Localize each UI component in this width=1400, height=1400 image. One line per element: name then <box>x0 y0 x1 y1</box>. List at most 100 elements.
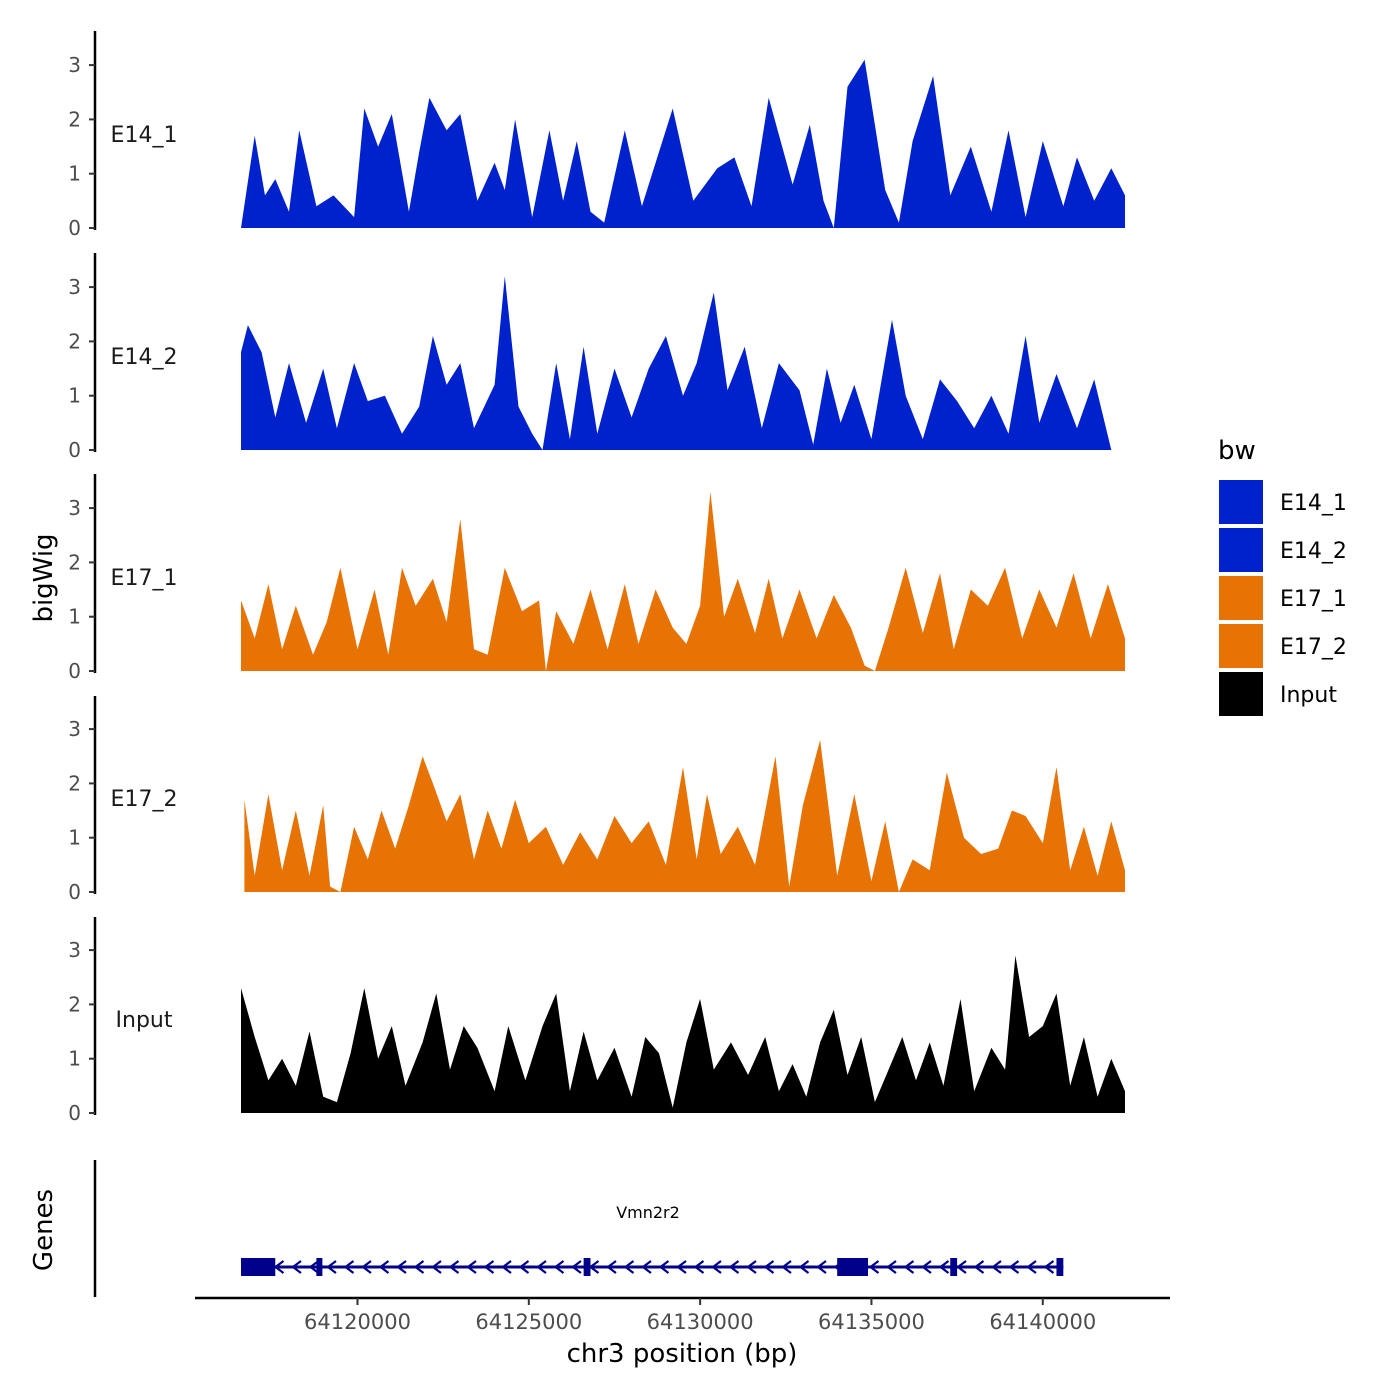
strand-arrow <box>886 1260 897 1274</box>
y-tick-label: 0 <box>68 438 81 462</box>
y-tick-label: 2 <box>68 992 81 1016</box>
strand-arrow <box>571 1260 582 1274</box>
genes-axis-label: Genes <box>29 1189 59 1271</box>
strand-arrow <box>553 1260 565 1274</box>
strand-arrow <box>1043 1260 1055 1274</box>
strand-arrow <box>641 1260 652 1274</box>
track-label: E17_2 <box>111 787 178 812</box>
strand-arrow <box>431 1260 442 1274</box>
gene-exon <box>1056 1258 1064 1276</box>
strand-arrow <box>518 1260 530 1274</box>
area-Input <box>241 955 1125 1113</box>
legend-label: E17_2 <box>1280 635 1347 660</box>
y-tick-label: 0 <box>68 659 81 683</box>
y-tick-label: 2 <box>68 771 81 795</box>
gene-exon <box>583 1258 591 1276</box>
y-tick-label: 2 <box>68 550 81 574</box>
y-tick-label: 3 <box>68 938 81 962</box>
y-tick-label: 0 <box>68 1101 81 1125</box>
strand-arrow <box>483 1260 495 1274</box>
strand-arrow <box>588 1260 600 1274</box>
signal-tracks: 0 1 2 3 E14_1 0 1 2 3 E14_2 0 1 2 3 E17_1 0 1 2 3 E17_2 0 1 2 3… <box>68 31 1125 1125</box>
track-E14_2: 0 1 2 3 E14_2 <box>68 253 1112 462</box>
legend-swatch-E17_2 <box>1219 624 1263 668</box>
legend-label: E14_1 <box>1280 491 1347 516</box>
track-E14_1: 0 1 2 3 E14_1 <box>68 31 1125 240</box>
strand-arrow <box>868 1260 880 1274</box>
strand-arrow <box>343 1260 355 1274</box>
strand-arrow <box>501 1260 512 1274</box>
y-tick-label: 3 <box>68 53 81 77</box>
strand-arrow <box>763 1260 775 1274</box>
strand-arrow <box>728 1260 740 1274</box>
legend-swatch-E14_2 <box>1219 528 1263 572</box>
y-tick-label: 1 <box>68 384 81 408</box>
legend-label: E17_1 <box>1280 587 1347 612</box>
strand-arrow <box>536 1260 547 1274</box>
y-tick-label: 2 <box>68 329 81 353</box>
strand-arrow <box>798 1260 810 1274</box>
strand-arrow <box>308 1260 320 1274</box>
legend-swatch-E17_1 <box>1219 576 1263 620</box>
y-tick-label: 3 <box>68 275 81 299</box>
legend-swatch-E14_1 <box>1219 480 1263 524</box>
strand-arrow <box>991 1260 1002 1274</box>
strand-arrow <box>448 1260 460 1274</box>
strand-arrow <box>921 1260 932 1274</box>
x-tick-label: 64130000 <box>647 1310 754 1334</box>
x-tick-label: 64120000 <box>304 1310 411 1334</box>
x-tick-label: 64125000 <box>475 1310 582 1334</box>
y-axis-title: bigWig <box>29 533 59 622</box>
x-axis-title: chr3 position (bp) <box>567 1339 798 1369</box>
gene-label: Vmn2r2 <box>616 1203 680 1222</box>
legend-title: bw <box>1218 436 1256 466</box>
track-label: E14_2 <box>111 345 178 370</box>
strand-arrow <box>746 1260 757 1274</box>
x-tick-label: 64135000 <box>818 1310 925 1334</box>
legend: bw E14_1 E14_2 E17_1 E17_2 Input <box>1218 436 1347 716</box>
area-E17_2 <box>244 740 1125 892</box>
x-tick-label: 64140000 <box>989 1310 1096 1334</box>
strand-arrow <box>326 1260 337 1274</box>
gene-exon <box>316 1258 323 1276</box>
track-label: E14_1 <box>111 123 178 148</box>
strand-arrow <box>466 1260 477 1274</box>
track-label: Input <box>116 1008 173 1033</box>
y-tick-label: 1 <box>68 605 81 629</box>
strand-arrow <box>361 1260 372 1274</box>
legend-label: E14_2 <box>1280 539 1347 564</box>
strand-arrow <box>1008 1260 1020 1274</box>
strand-arrow <box>291 1260 302 1274</box>
y-tick-label: 1 <box>68 826 81 850</box>
y-tick-label: 3 <box>68 717 81 741</box>
track-E17_2: 0 1 2 3 E17_2 <box>68 696 1125 904</box>
gene-exon <box>241 1258 276 1276</box>
strand-arrow <box>676 1260 687 1274</box>
area-E14_1 <box>241 59 1125 229</box>
strand-arrow <box>658 1260 670 1274</box>
legend-label: Input <box>1280 683 1337 708</box>
strand-arrow <box>816 1260 827 1274</box>
area-E17_1 <box>241 491 1125 671</box>
strand-arrow <box>693 1260 705 1274</box>
strand-arrow <box>413 1260 425 1274</box>
strand-arrow <box>378 1260 390 1274</box>
strand-arrow <box>956 1260 967 1274</box>
strand-arrow <box>396 1260 407 1274</box>
y-tick-label: 1 <box>68 162 81 186</box>
track-Input: 0 1 2 3 Input <box>68 917 1125 1125</box>
strand-arrow <box>1026 1260 1037 1274</box>
strand-arrow <box>973 1260 985 1274</box>
strand-arrow <box>938 1260 950 1274</box>
y-tick-label: 0 <box>68 880 81 904</box>
y-tick-label: 3 <box>68 496 81 520</box>
track-E17_1: 0 1 2 3 E17_1 <box>68 474 1125 683</box>
x-axis: chr3 position (bp) 64120000 64125000 64130… <box>195 1296 1170 1369</box>
strand-arrow <box>273 1260 285 1274</box>
gene-exon <box>837 1258 869 1276</box>
track-label: E17_1 <box>111 566 178 591</box>
gene-track: Vmn2r2 Genes <box>29 1160 1064 1297</box>
strand-arrow <box>711 1260 722 1274</box>
y-tick-label: 1 <box>68 1047 81 1071</box>
strand-arrow <box>623 1260 635 1274</box>
